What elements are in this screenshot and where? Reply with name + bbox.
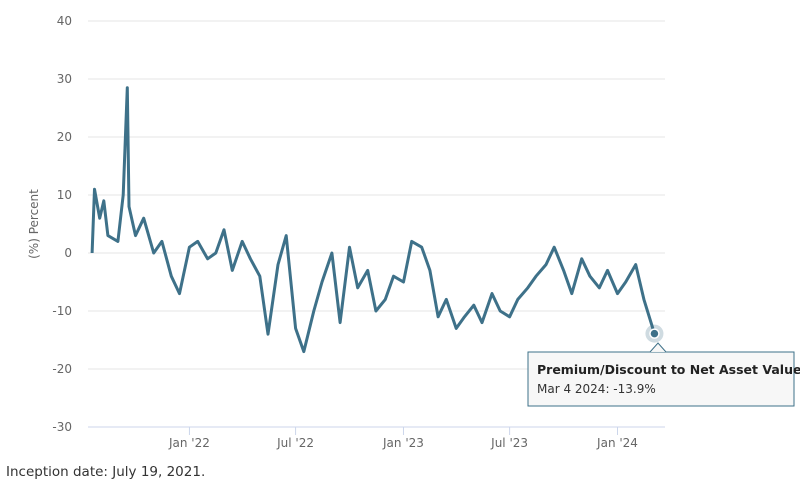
y-tick-label: 0 bbox=[64, 246, 72, 260]
y-tick-label: -20 bbox=[52, 362, 72, 376]
tooltip-text: Mar 4 2024: -13.9% bbox=[537, 382, 656, 396]
x-tick-label: Jan '24 bbox=[596, 436, 638, 450]
tooltip: Premium/Discount to Net Asset Value Mar 4… bbox=[527, 342, 800, 407]
x-tick-label: Jan '22 bbox=[168, 436, 210, 450]
y-tick-label: -10 bbox=[52, 304, 72, 318]
footnote: Inception date: July 19, 2021. bbox=[6, 464, 205, 480]
y-tick-label: 40 bbox=[57, 14, 72, 28]
tooltip-box bbox=[527, 351, 795, 407]
y-tick-label: -30 bbox=[52, 420, 72, 434]
tooltip-pointer bbox=[649, 342, 667, 353]
x-tick-label: Jul '22 bbox=[276, 436, 314, 450]
y-tick-label: 20 bbox=[57, 130, 72, 144]
hover-point bbox=[649, 328, 660, 339]
data-line bbox=[90, 86, 656, 354]
y-tick-label: 10 bbox=[57, 188, 72, 202]
tooltip-title: Premium/Discount to Net Asset Value bbox=[537, 362, 800, 377]
y-axis-label: (%) Percent bbox=[27, 189, 41, 259]
x-tick-label: Jan '23 bbox=[382, 436, 424, 450]
y-tick-label: 30 bbox=[57, 72, 72, 86]
x-tick-label: Jul '23 bbox=[490, 436, 528, 450]
